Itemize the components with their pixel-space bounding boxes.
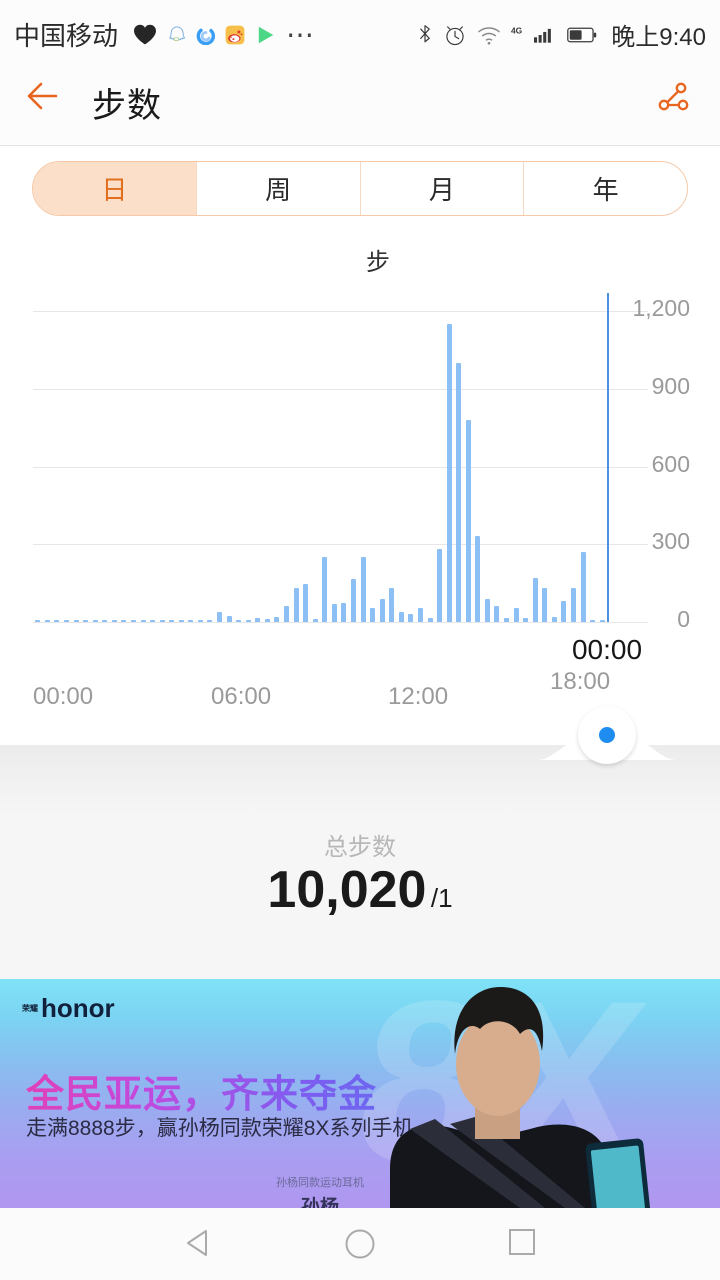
svg-text:4G: 4G bbox=[511, 25, 523, 35]
